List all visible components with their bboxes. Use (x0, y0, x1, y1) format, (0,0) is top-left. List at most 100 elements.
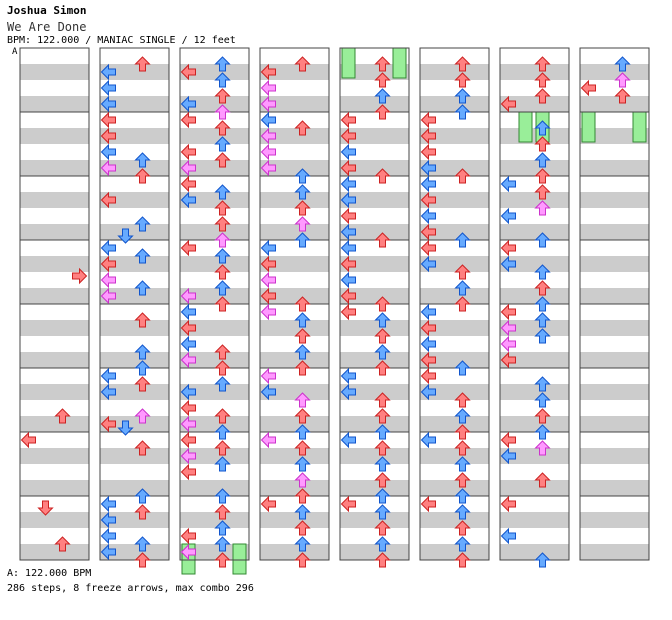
beat-stripe (100, 160, 169, 176)
left-arrow (500, 255, 516, 273)
up-arrow (454, 504, 471, 520)
left-arrow (260, 271, 276, 289)
left-arrow (340, 143, 356, 161)
left-arrow (420, 207, 436, 225)
beat-stripe (260, 352, 329, 368)
left-arrow (100, 63, 116, 81)
beat-stripe (500, 128, 569, 144)
bpm-reference: A: 122.000 BPM (7, 568, 92, 579)
song-title: We Are Done (7, 20, 87, 34)
beat-stripe (420, 160, 489, 176)
up-arrow (454, 72, 471, 88)
up-arrow (134, 376, 151, 392)
freeze-arrow (341, 47, 356, 79)
up-arrow (454, 440, 471, 456)
up-arrow (214, 504, 231, 520)
up-arrow (454, 296, 471, 312)
up-arrow (134, 312, 151, 328)
chart-column (499, 47, 570, 561)
up-arrow (214, 56, 231, 72)
up-arrow (214, 216, 231, 232)
beat-stripe (180, 128, 249, 144)
beat-stripe (580, 96, 649, 112)
up-arrow (374, 56, 391, 72)
beat-stripe (180, 448, 249, 464)
up-arrow (214, 280, 231, 296)
beat-stripe (20, 352, 89, 368)
beat-stripe (100, 384, 169, 400)
beat-stripe (340, 64, 409, 80)
beat-stripe (580, 288, 649, 304)
up-arrow (294, 184, 311, 200)
up-arrow (54, 408, 71, 424)
beat-stripe (340, 352, 409, 368)
left-arrow (100, 143, 116, 161)
up-arrow (134, 152, 151, 168)
left-arrow (180, 191, 196, 209)
up-arrow (214, 488, 231, 504)
beat-stripe (420, 544, 489, 560)
left-arrow (340, 159, 356, 177)
left-arrow (180, 351, 196, 369)
left-arrow (500, 351, 516, 369)
up-arrow (214, 104, 231, 120)
beat-stripe (100, 320, 169, 336)
up-arrow (214, 536, 231, 552)
beat-stripe (20, 544, 89, 560)
up-arrow (134, 408, 151, 424)
left-arrow (420, 191, 436, 209)
beat-stripe (20, 64, 89, 80)
up-arrow (374, 440, 391, 456)
left-arrow (260, 303, 276, 321)
bpm-marker: A (12, 47, 18, 57)
left-arrow (420, 159, 436, 177)
left-arrow (100, 495, 116, 513)
beat-stripe (500, 544, 569, 560)
beat-stripe (340, 416, 409, 432)
up-arrow (534, 280, 551, 296)
left-arrow (420, 175, 436, 193)
up-arrow (54, 536, 71, 552)
beat-stripe (340, 384, 409, 400)
beat-stripe (580, 480, 649, 496)
beat-stripe (340, 192, 409, 208)
beat-stripe (180, 288, 249, 304)
up-arrow (454, 424, 471, 440)
left-arrow (180, 159, 196, 177)
beat-stripe (340, 512, 409, 528)
up-arrow (374, 504, 391, 520)
up-arrow (294, 232, 311, 248)
beat-stripe (100, 544, 169, 560)
left-arrow (340, 175, 356, 193)
left-arrow (100, 271, 116, 289)
beat-stripe (20, 224, 89, 240)
beat-stripe (260, 192, 329, 208)
down-arrow (37, 500, 54, 516)
beat-stripe (100, 480, 169, 496)
up-arrow (454, 488, 471, 504)
beat-stripe (580, 256, 649, 272)
left-arrow (100, 95, 116, 113)
up-arrow (374, 552, 391, 568)
left-arrow (500, 431, 516, 449)
beat-stripe (180, 160, 249, 176)
up-arrow (214, 424, 231, 440)
left-arrow (500, 95, 516, 113)
left-arrow (100, 239, 116, 257)
left-arrow (180, 527, 196, 545)
up-arrow (294, 328, 311, 344)
up-arrow (214, 136, 231, 152)
up-arrow (134, 56, 151, 72)
up-arrow (374, 328, 391, 344)
left-arrow (500, 303, 516, 321)
left-arrow (340, 223, 356, 241)
beat-stripe (500, 160, 569, 176)
chart-summary: 286 steps, 8 freeze arrows, max combo 29… (7, 583, 254, 594)
left-arrow (340, 111, 356, 129)
left-arrow (180, 399, 196, 417)
beat-stripe (500, 288, 569, 304)
beat-stripe (340, 96, 409, 112)
up-arrow (534, 376, 551, 392)
left-arrow (420, 319, 436, 337)
up-arrow (534, 232, 551, 248)
